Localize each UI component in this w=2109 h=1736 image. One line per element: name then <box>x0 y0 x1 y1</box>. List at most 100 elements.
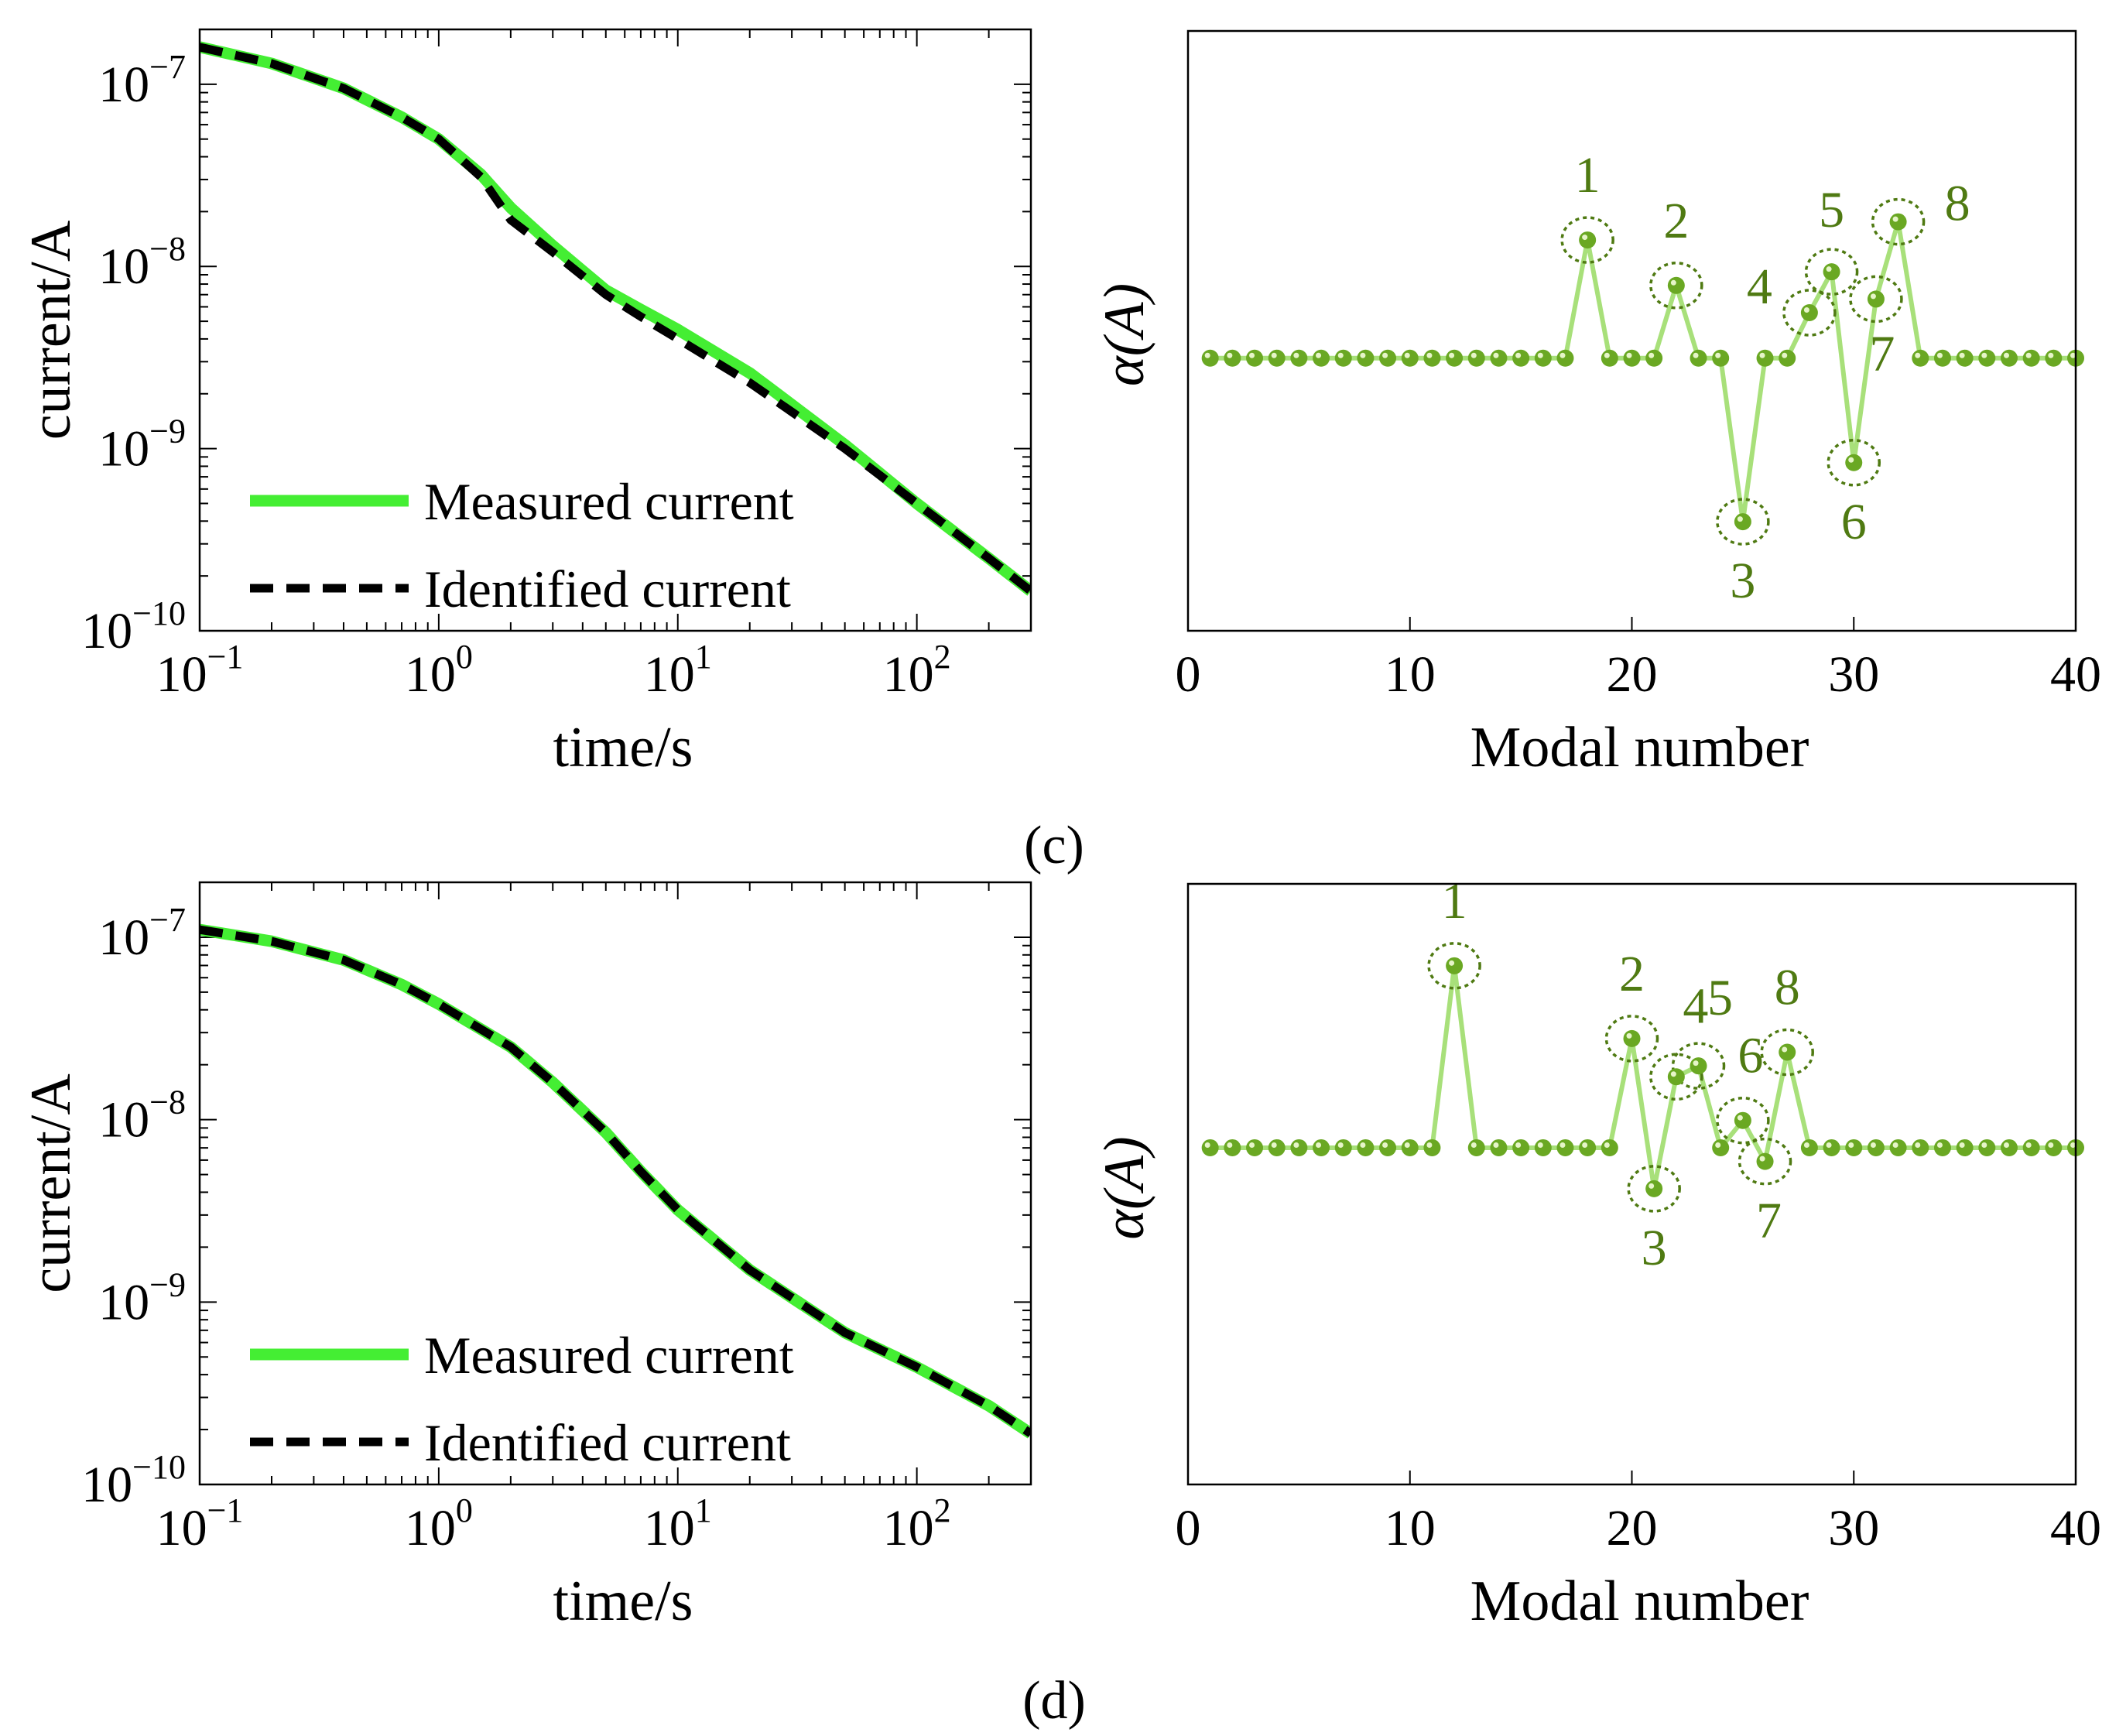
x-tick-label: 101 <box>644 1491 712 1556</box>
data-point-highlight <box>1382 352 1388 358</box>
data-point <box>1224 349 1241 367</box>
peak-highlight-circle <box>1427 942 1481 990</box>
data-point-highlight <box>1870 293 1876 300</box>
x-tick-label: 30 <box>1828 1500 1879 1556</box>
peak-annotation-label: 3 <box>1730 553 1755 609</box>
peak-highlight-circle <box>1716 498 1770 546</box>
data-point-highlight <box>1515 352 1522 358</box>
legend-label-identified: Identified current <box>424 560 791 618</box>
x-axis-label: time/s <box>553 716 693 779</box>
peak-annotation-label: 6 <box>1738 1028 1763 1084</box>
data-point <box>1579 1139 1597 1156</box>
data-point <box>1667 276 1685 294</box>
data-point-highlight <box>1449 960 1455 966</box>
data-point <box>1845 454 1863 471</box>
data-point-highlight <box>1470 1142 1477 1148</box>
data-point <box>1401 349 1419 367</box>
x-tick-exponent: 2 <box>934 638 951 676</box>
data-point <box>1224 1139 1241 1156</box>
data-point <box>1956 1139 1974 1156</box>
data-point-highlight <box>1582 1142 1588 1148</box>
peak-annotation-label: 2 <box>1663 193 1689 249</box>
data-point-highlight <box>1959 352 1965 358</box>
data-point <box>1201 349 1219 367</box>
data-point <box>1690 349 1707 367</box>
data-point <box>1690 1057 1707 1075</box>
data-point <box>1978 349 1996 367</box>
y-tick-exponent: −7 <box>149 48 186 86</box>
data-point-highlight <box>1981 352 1987 358</box>
peak-annotation-label: 5 <box>1819 182 1844 238</box>
data-point <box>1423 1139 1441 1156</box>
y-tick-label: 10−7 <box>98 48 186 113</box>
data-point <box>1779 349 1796 367</box>
data-point <box>1379 1139 1397 1156</box>
y-tick-base: 10 <box>81 1457 132 1513</box>
legend-label-measured: Measured current <box>424 1326 794 1385</box>
y-tick-label: 10−9 <box>98 1265 186 1330</box>
data-point-highlight <box>1936 352 1943 358</box>
y-tick-base: 10 <box>98 909 149 966</box>
x-tick-exponent: 0 <box>456 638 473 676</box>
y-tick-base: 10 <box>98 238 149 295</box>
peak-annotation-label: 1 <box>1442 873 1467 930</box>
y-tick-base: 10 <box>98 56 149 113</box>
data-point-highlight <box>2025 1142 2032 1148</box>
data-point <box>1779 1043 1796 1061</box>
series-alpha-line <box>1210 219 2076 525</box>
data-point <box>1201 1139 1219 1156</box>
data-point-highlight <box>1537 1142 1543 1148</box>
x-tick-exponent: −1 <box>207 638 244 676</box>
peak-highlight-circle <box>1827 439 1881 487</box>
data-point-highlight <box>1649 352 1655 358</box>
panel-label-d: (d) <box>1022 1671 1086 1731</box>
data-point <box>1601 349 1618 367</box>
data-point <box>2045 1139 2063 1156</box>
data-point <box>1978 1139 1996 1156</box>
peak-annotation-label: 3 <box>1642 1220 1667 1276</box>
data-point <box>1800 304 1818 322</box>
data-point <box>1534 1139 1552 1156</box>
data-point <box>1933 349 1951 367</box>
chart-c-left: 10−1 100 101 10210−1010−910−810−7time/scurr… <box>19 28 1032 779</box>
data-point <box>1467 349 1485 367</box>
x-tick-exponent: 2 <box>934 1491 951 1529</box>
x-axis-label: Modal number <box>1470 1570 1809 1633</box>
y-tick-label: 10−10 <box>81 594 186 659</box>
data-point <box>1889 1139 1907 1156</box>
x-tick-exponent: −1 <box>207 1491 244 1529</box>
data-point-highlight <box>1493 352 1499 358</box>
data-point <box>1623 349 1641 367</box>
data-point-highlight <box>1426 352 1433 358</box>
y-tick-exponent: −9 <box>149 413 186 450</box>
data-point-highlight <box>2070 352 2076 358</box>
x-tick-label: 10 <box>1385 1500 1436 1556</box>
y-tick-base: 10 <box>98 1092 149 1149</box>
data-point-highlight <box>2025 352 2032 358</box>
peak-highlight-circle <box>1560 216 1614 264</box>
x-tick-label: 0 <box>1176 1500 1201 1556</box>
data-point-highlight <box>2048 352 2054 358</box>
data-point <box>1800 1139 1818 1156</box>
x-tick-exponent: 1 <box>695 638 712 676</box>
data-point-highlight <box>1204 1142 1210 1148</box>
data-point-highlight <box>2070 1142 2076 1148</box>
data-point-highlight <box>1782 1046 1788 1053</box>
data-point <box>1534 349 1552 367</box>
data-point-highlight <box>1316 352 1322 358</box>
x-tick-label: 10−1 <box>156 638 244 703</box>
data-point <box>1867 1139 1885 1156</box>
data-point <box>1446 349 1464 367</box>
data-point-highlight <box>1271 1142 1277 1148</box>
chart-d-right: 1 2 3 456 7 8 0 10 20 30 40 Modal number α(A) <box>1093 873 2101 1633</box>
peak-annotation-label: 8 <box>1945 176 1970 232</box>
data-point-highlight <box>1360 1142 1366 1148</box>
series-alpha-line <box>1210 963 2076 1191</box>
data-point-highlight <box>1249 1142 1255 1148</box>
data-point-highlight <box>1537 352 1543 358</box>
y-axis-label: α(A) <box>1093 283 1156 386</box>
data-point-highlight <box>1670 279 1676 286</box>
data-point <box>2022 1139 2040 1156</box>
data-point <box>1867 290 1885 308</box>
data-point-highlight <box>1470 352 1477 358</box>
